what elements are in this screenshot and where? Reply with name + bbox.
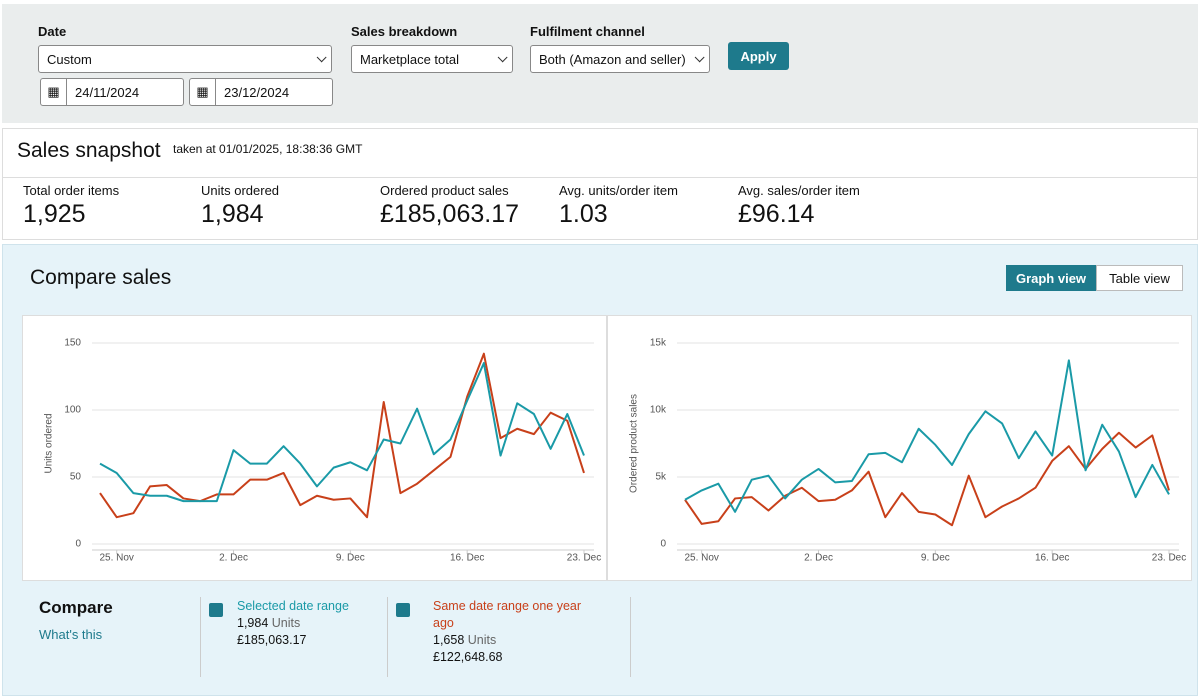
x-tick-label: 2. Dec	[804, 553, 833, 564]
x-tick-label: 23. Dec	[1152, 553, 1186, 564]
metric-value: £185,063.17	[380, 200, 520, 228]
checkbox[interactable]	[209, 603, 223, 617]
fulfilment-value: Both (Amazon and seller)	[539, 51, 686, 67]
y-tick-label: 5k	[655, 472, 667, 483]
divider	[3, 177, 1197, 178]
start-date[interactable]: ▦ 24/11/2024	[40, 78, 184, 106]
metric: Units ordered 1,984	[201, 183, 279, 229]
table-view-button[interactable]: Table view	[1096, 265, 1183, 291]
y-tick-label: 0	[660, 539, 666, 550]
start-date-value: 24/11/2024	[75, 84, 140, 100]
series-line	[99, 352, 585, 519]
x-tick-label: 25. Nov	[684, 553, 718, 564]
date-value: Custom	[47, 51, 92, 67]
y-axis-title: Ordered product sales	[629, 394, 640, 493]
x-tick-label: 16. Dec	[450, 553, 484, 564]
metric-label: Total order items	[23, 183, 120, 198]
snapshot-panel: Sales snapshot taken at 01/01/2025, 18:3…	[2, 128, 1198, 240]
units: 1,658	[433, 633, 465, 647]
y-tick-label: 15k	[650, 338, 667, 349]
date-label: Date	[38, 24, 67, 39]
divider	[200, 597, 201, 677]
y-tick-label: 100	[64, 405, 81, 416]
metric-label: Avg. units/order item	[559, 183, 678, 198]
fulfilment-dropdown[interactable]: Both (Amazon and seller)	[530, 45, 710, 73]
metric-label: Avg. sales/order item	[738, 183, 860, 198]
y-tick-label: 150	[64, 338, 81, 349]
snapshot-title: Sales snapshot	[17, 139, 161, 162]
metric-value: 1,984	[201, 200, 264, 228]
y-tick-label: 50	[70, 472, 82, 483]
compare-sales-title: Compare sales	[30, 266, 172, 289]
metric-value: 1.03	[559, 200, 608, 228]
legend-sales: £185,063.17	[237, 633, 307, 647]
legend-name: Same date range one year ago	[433, 599, 582, 630]
compare-title: Compare	[39, 598, 113, 617]
units-label: Units	[467, 633, 497, 647]
divider	[387, 597, 388, 677]
fulfilment-label: Fulfilment channel	[530, 24, 645, 39]
breakdown-dropdown[interactable]: Marketplace total	[351, 45, 513, 73]
end-date-value: 23/12/2024	[224, 84, 290, 100]
series-line	[99, 362, 585, 503]
y-axis-title: Units ordered	[44, 413, 55, 473]
sales-chart: 0 5k 10k 15k 25. Nov 2. Dec 9. Dec 16. Dec 23. D…	[607, 315, 1192, 581]
x-tick-label: 9. Dec	[336, 553, 365, 564]
units-label: Units	[271, 616, 301, 630]
date-dropdown[interactable]: Custom	[38, 45, 332, 73]
x-tick-label: 2. Dec	[219, 553, 248, 564]
legend-sales: £122,648.68	[433, 650, 503, 664]
legend-last-year: Same date range one year ago 1,658 Units…	[433, 598, 593, 666]
end-date[interactable]: ▦ 23/12/2024	[189, 78, 333, 106]
metric-value: £96.14	[738, 200, 815, 228]
compare-sales-panel: Compare sales Graph view Table view 0 50 1…	[2, 244, 1198, 696]
graph-view-button[interactable]: Graph view	[1006, 265, 1096, 291]
y-tick-label: 0	[75, 539, 81, 550]
metric-label: Units ordered	[201, 183, 280, 198]
legend-selected: Selected date range 1,984 Units £185,063…	[237, 598, 349, 649]
legend-units: 1,658 Units	[433, 632, 593, 649]
breakdown-label: Sales breakdown	[351, 24, 458, 39]
snapshot-time: taken at 01/01/2025, 18:38:36 GMT	[173, 142, 363, 156]
y-tick-label: 10k	[650, 405, 667, 416]
filter-panel: Date Custom ▦ 24/11/2024 ▦ 23/12/2024 Sale…	[2, 4, 1198, 123]
checkbox[interactable]	[396, 603, 410, 617]
calendar-icon: ▦	[41, 79, 67, 105]
breakdown-value: Marketplace total	[360, 51, 459, 67]
units: 1,984	[237, 616, 269, 630]
metric: Total order items 1,925	[23, 183, 119, 229]
series-line	[684, 359, 1170, 513]
metric-value: 1,925	[23, 200, 86, 228]
calendar-icon: ▦	[190, 79, 216, 105]
x-tick-label: 23. Dec	[567, 553, 601, 564]
legend-name: Selected date range	[237, 599, 349, 613]
metric: Ordered product sales £185,063.17	[380, 183, 519, 229]
x-tick-label: 25. Nov	[99, 553, 133, 564]
legend-units: 1,984 Units	[237, 615, 349, 632]
whats-this-link[interactable]: What's this	[39, 627, 103, 642]
metric: Avg. sales/order item £96.14	[738, 183, 860, 229]
metric-label: Ordered product sales	[380, 183, 509, 198]
x-tick-label: 16. Dec	[1035, 553, 1069, 564]
units-chart: 0 50 100 150 25. Nov 2. Dec 9. Dec 16. Dec 23. D…	[22, 315, 607, 581]
apply-button[interactable]: Apply	[728, 42, 789, 70]
divider	[630, 597, 631, 677]
metric: Avg. units/order item 1.03	[559, 183, 678, 229]
x-tick-label: 9. Dec	[921, 553, 950, 564]
